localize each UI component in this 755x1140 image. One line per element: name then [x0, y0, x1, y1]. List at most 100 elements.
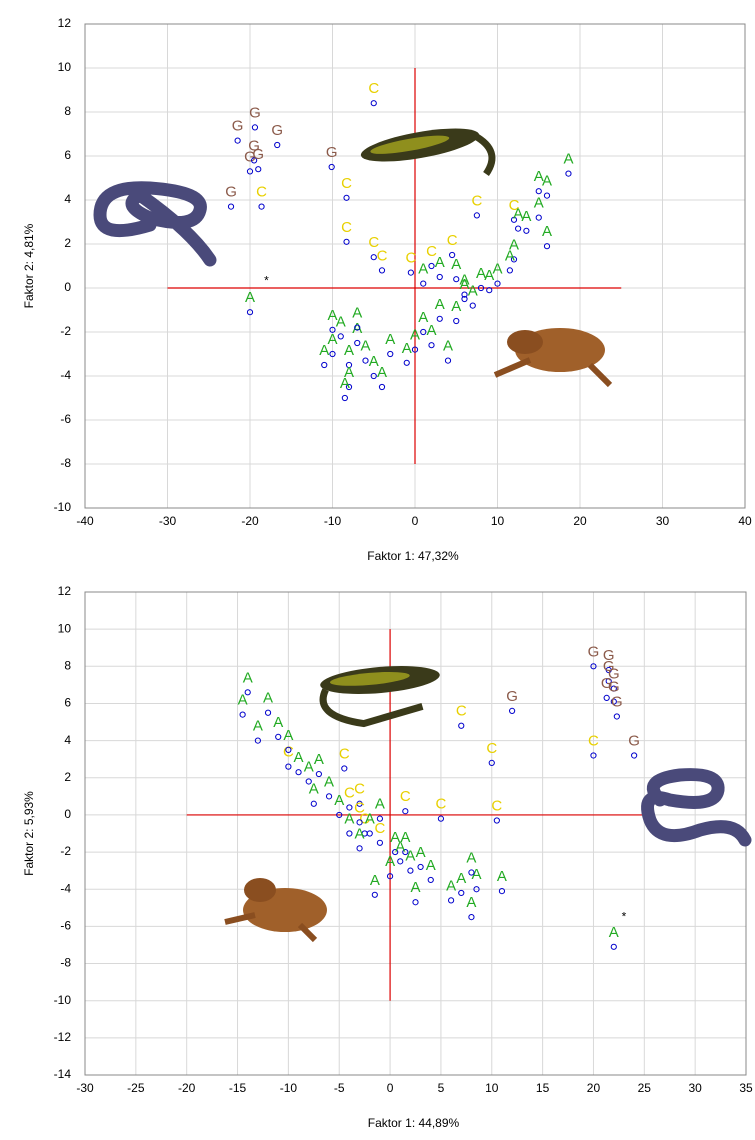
y-tick-label: -6 — [60, 919, 71, 933]
y-axis-label: Faktor 2: 5,93% — [22, 791, 36, 876]
point-label: A — [385, 853, 395, 870]
y-tick-label: 4 — [64, 733, 71, 747]
y-tick-label: 10 — [58, 621, 72, 635]
point-label: C — [377, 247, 388, 264]
y-tick-label: 12 — [58, 16, 72, 30]
point-label: A — [352, 320, 362, 337]
x-tick-label: -25 — [127, 1081, 145, 1095]
point-label: A — [416, 844, 426, 861]
y-tick-label: -10 — [54, 993, 72, 1007]
point-label: A — [375, 796, 385, 813]
point-label: G — [271, 122, 283, 139]
x-tick-label: -5 — [334, 1081, 345, 1095]
y-tick-label: -8 — [60, 956, 71, 970]
point-label: A — [327, 331, 337, 348]
point-label: A — [283, 727, 293, 744]
point-label: C — [436, 796, 447, 813]
point-label: G — [611, 693, 623, 710]
point-label: C — [405, 250, 416, 267]
y-tick-label: -14 — [54, 1067, 72, 1081]
point-label: G — [252, 146, 264, 163]
point-label: A — [426, 857, 436, 874]
y-tick-label: -8 — [60, 456, 71, 470]
x-tick-label: 5 — [438, 1081, 445, 1095]
point-label: A — [443, 338, 453, 355]
point-label: A — [238, 692, 248, 709]
point-label: A — [324, 773, 334, 790]
point-label: A — [497, 868, 507, 885]
x-tick-label: 0 — [387, 1081, 394, 1095]
y-tick-label: 6 — [64, 148, 71, 162]
y-tick-label: 10 — [58, 60, 72, 74]
y-tick-label: -4 — [60, 368, 71, 382]
point-label: A — [402, 340, 412, 357]
point-label: C — [341, 175, 352, 192]
point-label: A — [456, 870, 466, 887]
x-tick-label: -30 — [159, 514, 177, 528]
point-label: A — [253, 718, 263, 735]
x-tick-label: -20 — [178, 1081, 196, 1095]
point-label: A — [542, 223, 552, 240]
point-label: A — [405, 848, 415, 865]
point-label: G — [249, 104, 261, 121]
point-label: C — [256, 184, 267, 201]
y-tick-label: 0 — [64, 280, 71, 294]
point-label: C — [341, 219, 352, 236]
point-label: A — [563, 151, 573, 168]
point-label: C — [400, 788, 411, 805]
x-tick-label: 15 — [536, 1081, 550, 1095]
point-label: C — [491, 797, 502, 814]
point-label: A — [542, 173, 552, 190]
point-label: C — [471, 192, 482, 209]
point-label: A — [344, 810, 354, 827]
point-label: A — [435, 254, 445, 271]
point-label: G — [225, 184, 237, 201]
y-tick-label: 12 — [58, 584, 72, 598]
point-label: A — [466, 894, 476, 911]
point-label: A — [466, 849, 476, 866]
y-tick-label: 2 — [64, 770, 71, 784]
point-label: A — [314, 751, 324, 768]
point-label: A — [609, 924, 619, 941]
point-label: C — [588, 732, 599, 749]
x-tick-label: 30 — [656, 514, 670, 528]
point-label: A — [245, 289, 255, 306]
x-tick-label: 30 — [688, 1081, 702, 1095]
point-label: C — [374, 820, 385, 837]
y-tick-label: 6 — [64, 696, 71, 710]
point-label: A — [418, 261, 428, 278]
x-tick-label: 20 — [573, 514, 587, 528]
y-tick-label: -2 — [60, 844, 71, 858]
y-tick-label: 4 — [64, 192, 71, 206]
x-tick-label: -30 — [76, 1081, 94, 1095]
y-tick-label: -6 — [60, 412, 71, 426]
point-label: A — [334, 792, 344, 809]
point-label: G — [232, 118, 244, 135]
point-label: C — [456, 703, 467, 720]
point-label: A — [294, 749, 304, 766]
point-label: A — [451, 298, 461, 315]
point-label: A — [365, 810, 375, 827]
point-label: A — [426, 322, 436, 339]
x-tick-label: -15 — [229, 1081, 247, 1095]
point-label: A — [327, 307, 337, 324]
x-tick-label: 25 — [638, 1081, 652, 1095]
point-label: C — [447, 232, 458, 249]
point-label: C — [354, 781, 365, 798]
point-label: C — [368, 80, 379, 97]
point-label: A — [534, 195, 544, 212]
y-tick-label: -12 — [54, 1030, 72, 1044]
point-label: A — [521, 208, 531, 225]
point-label: A — [355, 825, 365, 842]
point-label: G — [588, 643, 600, 660]
point-label: A — [435, 296, 445, 313]
point-label: C — [354, 799, 365, 816]
background — [0, 0, 755, 1135]
annotation: * — [622, 909, 627, 923]
point-label: A — [377, 364, 387, 381]
y-tick-label: -4 — [60, 881, 71, 895]
point-label: A — [263, 690, 273, 707]
point-label: A — [352, 305, 362, 322]
x-tick-label: -40 — [76, 514, 94, 528]
x-tick-label: 20 — [587, 1081, 601, 1095]
